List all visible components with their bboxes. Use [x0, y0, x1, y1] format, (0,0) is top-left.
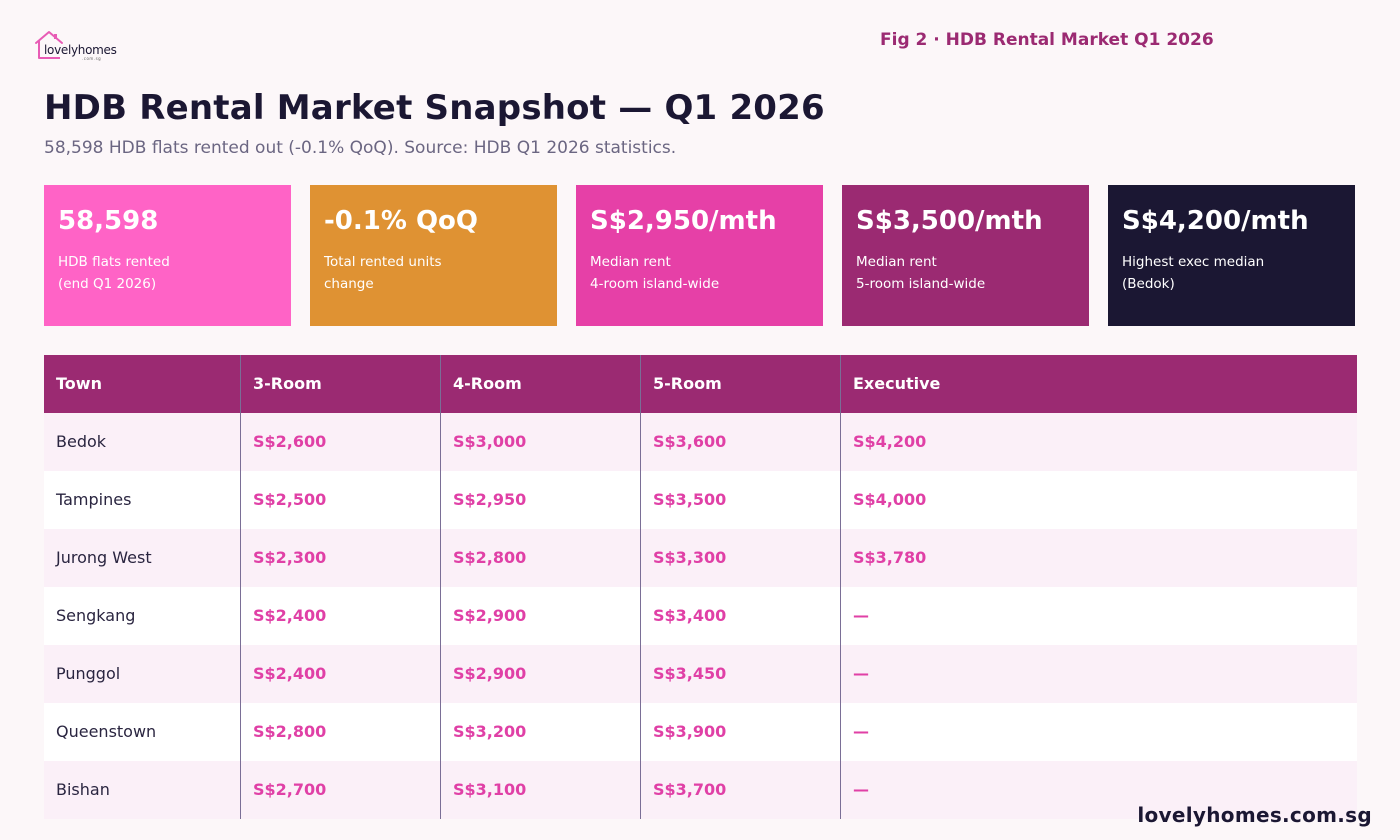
house-icon: [35, 31, 63, 59]
stat-label: Total rented units change: [324, 251, 543, 295]
stat-value: 58,598: [58, 206, 159, 236]
stat-card-5room-median: S$3,500/mth Median rent 5-room island-wi…: [842, 185, 1089, 326]
table-row: Bedok S$2,600 S$3,000 S$3,600 S$4,200: [44, 413, 1357, 471]
stat-label: Highest exec median (Bedok): [1122, 251, 1341, 295]
stat-label-line: Total rented units: [324, 254, 442, 270]
stat-card-exec-median: S$4,200/mth Highest exec median (Bedok): [1108, 185, 1355, 326]
column-header-town: Town: [56, 374, 102, 393]
stat-label-line: 5-room island-wide: [856, 276, 986, 292]
rent-value-cell: —: [840, 761, 1357, 819]
stat-value: S$3,500/mth: [856, 206, 1043, 236]
table-header-row: Town 3-Room 4-Room 5-Room Executive: [44, 355, 1357, 413]
rent-value-cell: S$3,900: [640, 703, 840, 761]
column-header-3-room: 3-Room: [240, 355, 440, 413]
rent-value-cell: S$3,400: [640, 587, 840, 645]
rent-value-cell: S$2,900: [440, 587, 640, 645]
town-name-cell: Queenstown: [56, 722, 157, 741]
stat-label: Median rent 4-room island-wide: [590, 251, 809, 295]
stat-card-4room-median: S$2,950/mth Median rent 4-room island-wi…: [576, 185, 823, 326]
brand-logo[interactable]: lovelyhomes .com.sg: [34, 30, 130, 62]
rent-value-cell: S$3,100: [440, 761, 640, 819]
table-row: Punggol S$2,400 S$2,900 S$3,450—: [44, 645, 1357, 703]
logo-text: lovelyhomes: [44, 43, 117, 57]
stat-label-line: 4-room island-wide: [590, 276, 720, 292]
rent-value-cell: S$3,780: [840, 529, 1357, 587]
stat-value: S$4,200/mth: [1122, 206, 1309, 236]
town-name-cell: Sengkang: [56, 606, 136, 625]
rent-value-cell: S$2,500: [240, 471, 440, 529]
rent-value-cell: S$2,800: [240, 703, 440, 761]
rent-value-cell: —: [840, 587, 1357, 645]
rent-value-cell: S$3,600: [640, 413, 840, 471]
table-row: Jurong West S$2,300 S$2,800 S$3,300 S$3,780: [44, 529, 1357, 587]
stat-cards: 58,598 HDB flats rented (end Q1 2026) -0…: [44, 185, 1356, 326]
footer-website[interactable]: lovelyhomes.com.sg: [1137, 803, 1372, 827]
rent-value-cell: S$2,700: [240, 761, 440, 819]
stat-label-line: HDB flats rented: [58, 254, 170, 270]
column-header-5-room: 5-Room: [640, 355, 840, 413]
stat-label: Median rent 5-room island-wide: [856, 251, 1075, 295]
rent-value-cell: S$3,700: [640, 761, 840, 819]
stat-label: HDB flats rented (end Q1 2026): [58, 251, 277, 295]
rent-value-cell: —: [840, 703, 1357, 761]
stat-card-flats-rented: 58,598 HDB flats rented (end Q1 2026): [44, 185, 291, 326]
rent-value-cell: S$2,400: [240, 645, 440, 703]
figure-label: Fig 2 · HDB Rental Market Q1 2026: [880, 30, 1214, 50]
table-row: Sengkang S$2,400 S$2,900 S$3,400—: [44, 587, 1357, 645]
town-name-cell: Tampines: [56, 490, 132, 509]
logo-subtext: .com.sg: [82, 56, 102, 61]
town-name-cell: Punggol: [56, 664, 121, 683]
rent-value-cell: S$4,000: [840, 471, 1357, 529]
stat-label-line: Median rent: [856, 254, 937, 270]
column-header-executive: Executive: [840, 355, 1357, 413]
rent-value-cell: S$2,950: [440, 471, 640, 529]
town-name-cell: Jurong West: [56, 548, 152, 567]
table-row: Queenstown S$2,800 S$3,200 S$3,900—: [44, 703, 1357, 761]
stat-label-line: (Bedok): [1122, 276, 1175, 292]
stat-card-qoq-change: -0.1% QoQ Total rented units change: [310, 185, 557, 326]
rent-value-cell: S$2,600: [240, 413, 440, 471]
column-header-4-room: 4-Room: [440, 355, 640, 413]
rent-value-cell: S$2,300: [240, 529, 440, 587]
stat-label-line: Median rent: [590, 254, 671, 270]
rental-table: Town 3-Room 4-Room 5-Room Executive Bedo…: [44, 355, 1357, 819]
rent-value-cell: S$3,000: [440, 413, 640, 471]
page-subtitle: 58,598 HDB flats rented out (-0.1% QoQ).…: [44, 138, 677, 158]
stat-value: S$2,950/mth: [590, 206, 777, 236]
stat-value: -0.1% QoQ: [324, 206, 479, 236]
rent-value-cell: S$2,400: [240, 587, 440, 645]
rent-value-cell: S$3,500: [640, 471, 840, 529]
rent-value-cell: S$2,800: [440, 529, 640, 587]
rent-value-cell: S$3,200: [440, 703, 640, 761]
rent-value-cell: S$3,450: [640, 645, 840, 703]
town-name-cell: Bedok: [56, 432, 107, 451]
table-row: Tampines S$2,500 S$2,950 S$3,500 S$4,000: [44, 471, 1357, 529]
rent-value-cell: S$3,300: [640, 529, 840, 587]
page-title: HDB Rental Market Snapshot — Q1 2026: [44, 88, 825, 128]
town-name-cell: Bishan: [56, 780, 110, 799]
stat-label-line: (end Q1 2026): [58, 276, 157, 292]
table-row: Bishan S$2,700 S$3,100 S$3,700—: [44, 761, 1357, 819]
rent-value-cell: —: [840, 645, 1357, 703]
stat-label-line: change: [324, 276, 374, 292]
stat-label-line: Highest exec median: [1122, 254, 1265, 270]
rent-value-cell: S$4,200: [840, 413, 1357, 471]
rent-value-cell: S$2,900: [440, 645, 640, 703]
